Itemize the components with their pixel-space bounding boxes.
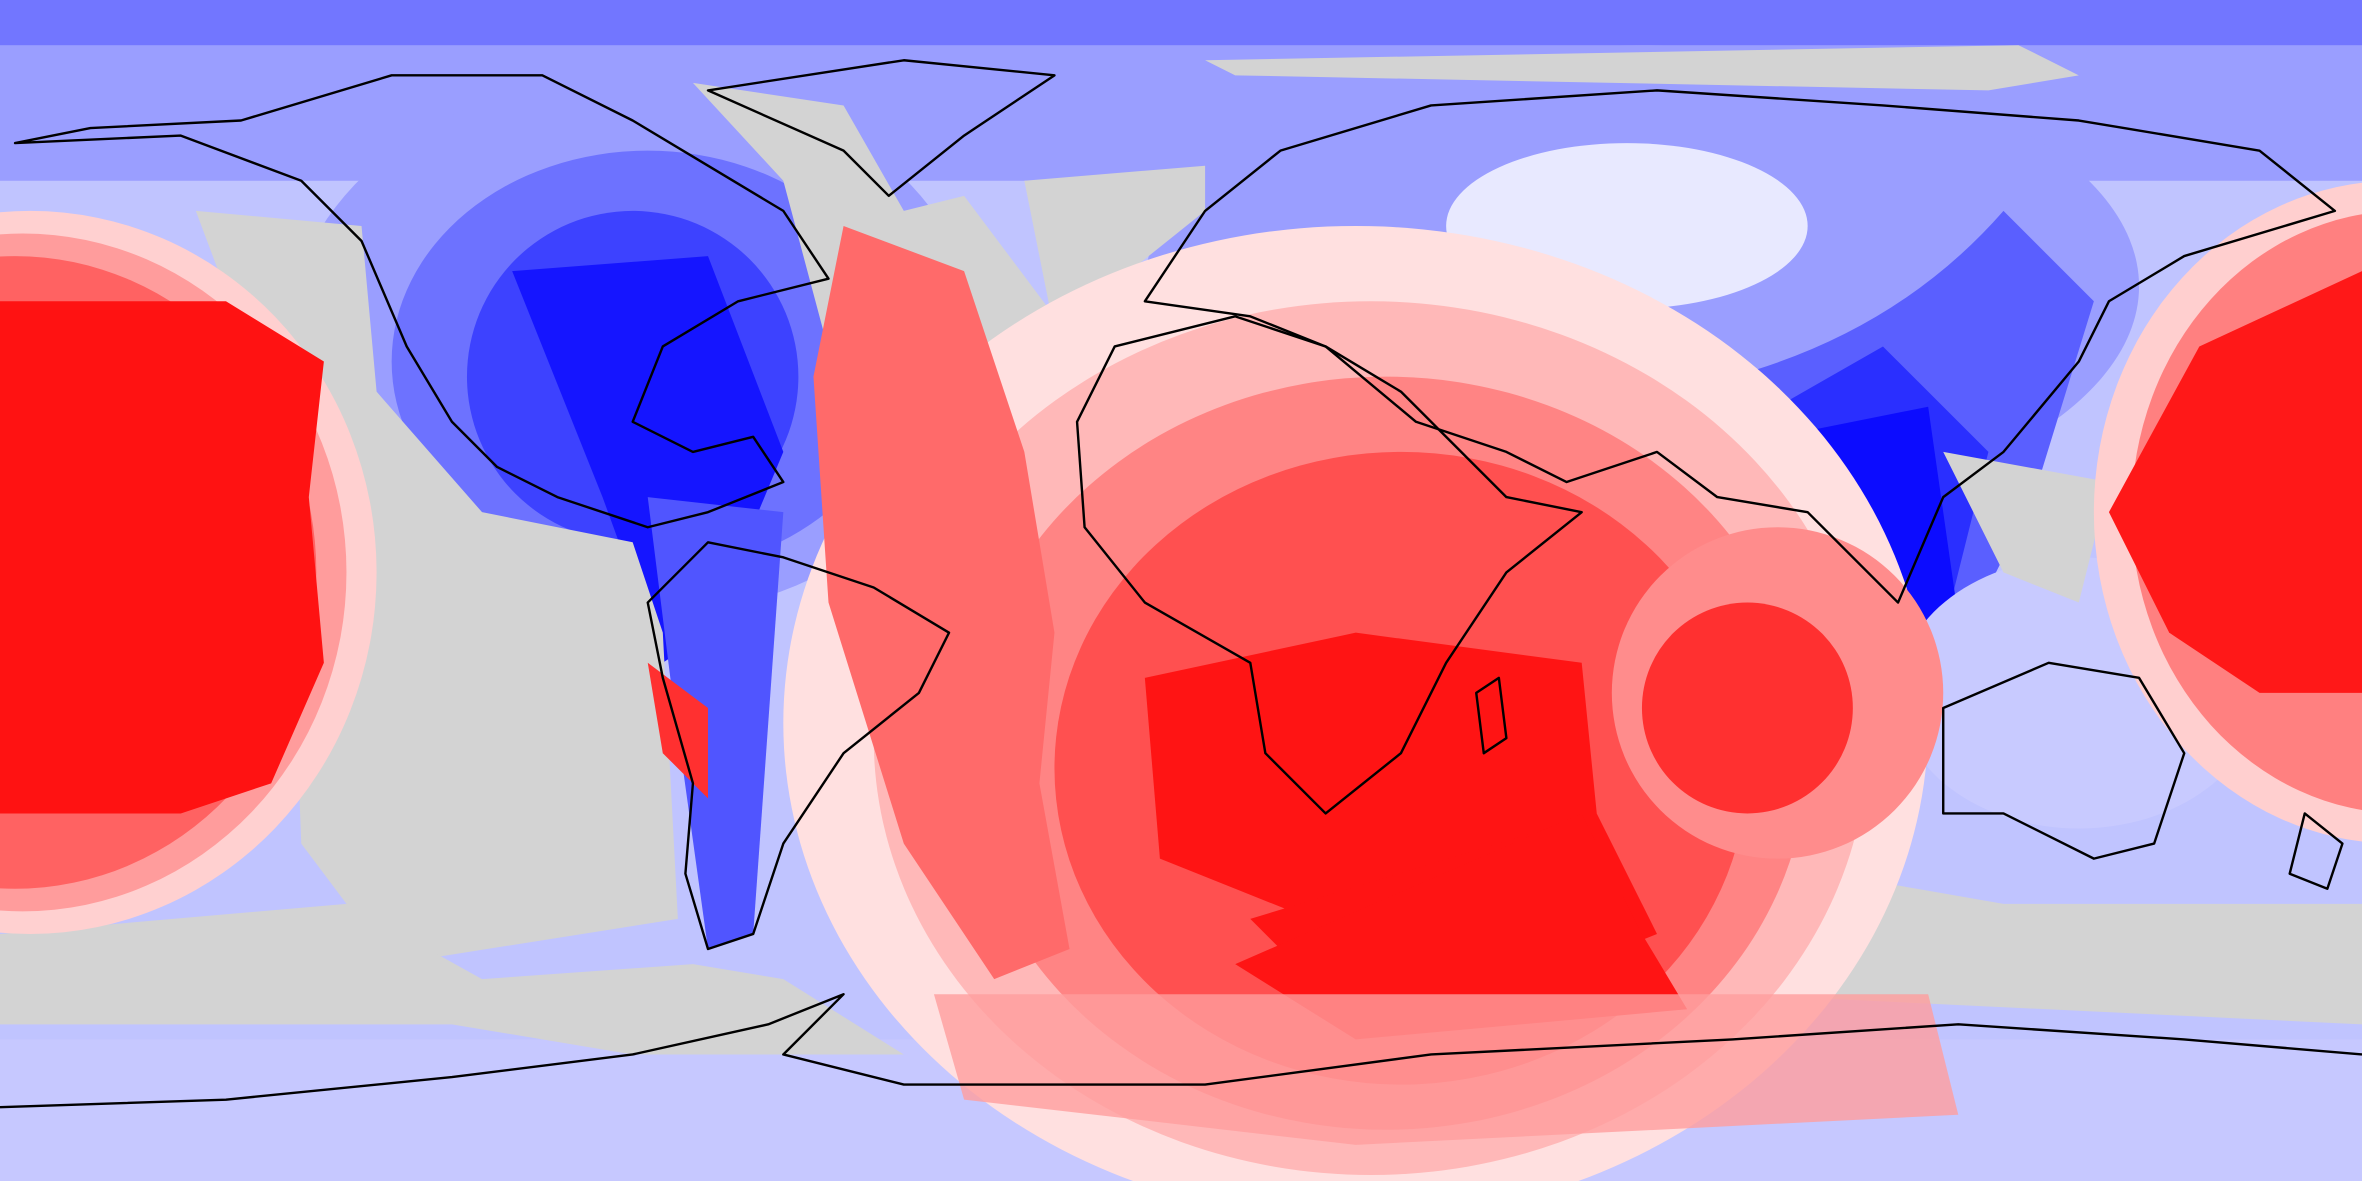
pacific-east-red — [2093, 182, 2362, 842]
polar-band — [0, 0, 2362, 46]
indian-red — [1611, 527, 1944, 859]
pacific-west-red — [0, 211, 377, 934]
madagascar — [1475, 676, 1508, 755]
new-zealand — [2288, 812, 2344, 890]
north-america — [13, 74, 830, 529]
antarctica — [0, 993, 2362, 1109]
australia — [1942, 661, 2186, 860]
eurasia — [1143, 89, 2337, 604]
southern-red — [933, 813, 1959, 1145]
greenland — [706, 59, 1056, 198]
south-america — [646, 541, 951, 951]
africa — [1075, 315, 1583, 815]
coastlines — [0, 59, 2362, 1109]
